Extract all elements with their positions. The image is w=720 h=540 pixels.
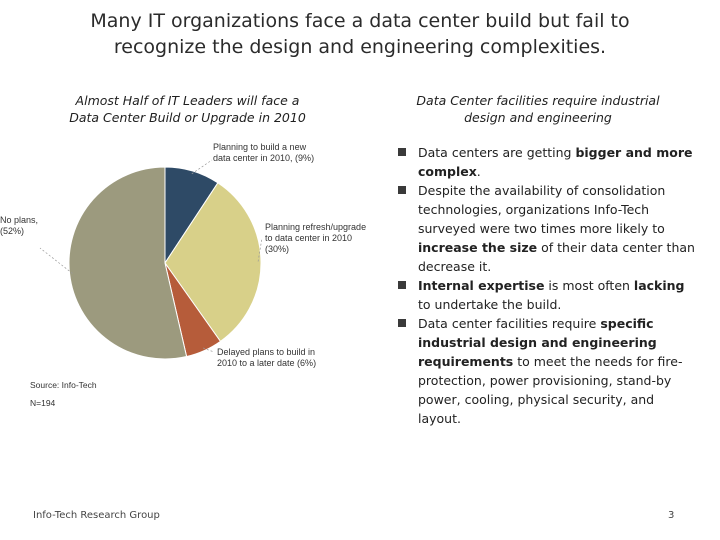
leader-line xyxy=(39,247,73,274)
page-number: 3 xyxy=(668,510,675,521)
bullet-item: Data center facilities require specific … xyxy=(398,314,698,428)
bullet-text: to meet the needs for fire-protection, p… xyxy=(418,354,683,426)
bullet-marker-icon xyxy=(398,186,406,194)
slice-label-line: Planning to build a new xyxy=(213,142,307,152)
chart-heading-line-1: Almost Half of IT Leaders will face a xyxy=(75,93,300,108)
slice-label-line: Planning refresh/upgrade xyxy=(265,222,366,232)
bullet-emphasis: bigger and more complex xyxy=(418,145,693,179)
leader-line xyxy=(191,159,213,175)
chart-heading: Almost Half of IT Leaders will face a Da… xyxy=(30,92,345,126)
bullet-text: . xyxy=(476,164,481,179)
bullet-emphasis: increase the size xyxy=(418,240,538,255)
leader-line xyxy=(202,347,215,353)
bullet-item: Internal expertise is most often lacking… xyxy=(398,276,698,314)
bullet-text: Despite the availability of consolidatio… xyxy=(418,183,666,236)
bullet-item: Despite the availability of consolidatio… xyxy=(398,181,698,276)
slice-label-line: (30%) xyxy=(265,244,289,254)
footer-organization: Info-Tech Research Group xyxy=(33,510,160,521)
bullet-text: Data center facilities require xyxy=(418,316,601,331)
slice-label-line: No plans, xyxy=(0,215,38,225)
pie-slice xyxy=(164,182,262,343)
bullet-emphasis: specific industrial design and engineeri… xyxy=(418,316,657,369)
bullets-heading-line-2: design and engineering xyxy=(464,110,612,125)
bullets-heading: Data Center facilities require industria… xyxy=(378,92,698,126)
slide-title-line-1: Many IT organizations face a data center… xyxy=(90,10,630,32)
pie-chart: Planning to build a new data center in 20… xyxy=(0,142,366,368)
bullet-text: to undertake the build. xyxy=(418,297,562,312)
chart-heading-line-2: Data Center Build or Upgrade in 2010 xyxy=(69,110,306,125)
slice-label: Planning to build a new data center in 20… xyxy=(213,142,314,163)
slice-label-line: Delayed plans to build in xyxy=(217,347,315,357)
sample-size-note: N=194 xyxy=(30,398,56,408)
bullet-marker-icon xyxy=(398,281,406,289)
bullet-marker-icon xyxy=(398,148,406,156)
bullet-emphasis: lacking xyxy=(633,278,685,293)
slide-title: Many IT organizations face a data center… xyxy=(20,8,700,60)
slice-label: No plans, (52%) xyxy=(0,215,38,236)
slice-label-line: to data center in 2010 xyxy=(265,233,352,243)
slice-label: Planning refresh/upgrade to data center i… xyxy=(265,222,366,254)
bullet-text: is most often xyxy=(544,278,634,293)
slice-label-line: (52%) xyxy=(0,226,24,236)
slide-title-line-2: recognize the design and engineering com… xyxy=(113,36,607,58)
bullet-list: Data centers are getting bigger and more… xyxy=(398,143,698,428)
slice-label: Delayed plans to build in 2010 to a later… xyxy=(217,347,316,368)
bullet-text: Data centers are getting xyxy=(418,145,576,160)
bullets-heading-line-1: Data Center facilities require industria… xyxy=(416,93,660,108)
slice-label-line: data center in 2010, (9%) xyxy=(213,153,314,163)
bullet-text: of their data center than decrease it. xyxy=(418,240,695,274)
pie-slice xyxy=(68,166,188,360)
bullet-item: Data centers are getting bigger and more… xyxy=(398,143,698,181)
bullet-emphasis: Internal expertise xyxy=(418,278,545,293)
bullet-marker-icon xyxy=(398,319,406,327)
source-note: Source: Info-Tech xyxy=(30,380,97,390)
slice-label-line: 2010 to a later date (6%) xyxy=(217,358,316,368)
